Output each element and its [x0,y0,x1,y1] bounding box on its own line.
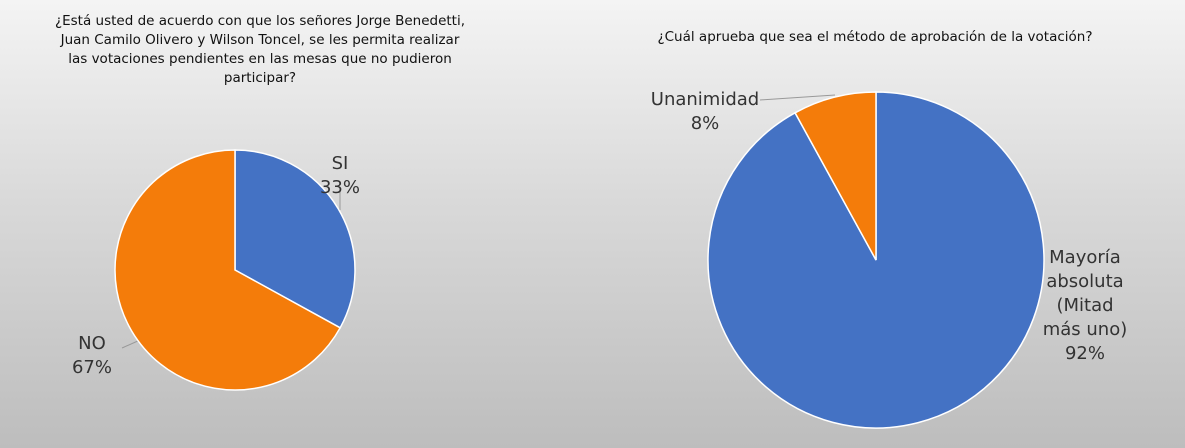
value-label: 33% [300,176,380,200]
category-label: Unanimidad [650,88,760,112]
category-label: Mayoría absoluta (Mitad más uno) [1035,246,1135,342]
value-label: 8% [650,112,760,136]
chart-title: ¿Está usted de acuerdo con que los señor… [50,12,470,88]
value-label: 67% [52,356,132,380]
category-label: SI [300,152,380,176]
slice-label: Mayoría absoluta (Mitad más uno)92% [1035,246,1135,366]
page: ¿Está usted de acuerdo con que los señor… [0,0,1185,448]
value-label: 92% [1035,342,1135,366]
category-label: NO [52,332,132,356]
leader-line [760,95,835,100]
chart-title: ¿Cuál aprueba que sea el método de aprob… [610,28,1140,47]
